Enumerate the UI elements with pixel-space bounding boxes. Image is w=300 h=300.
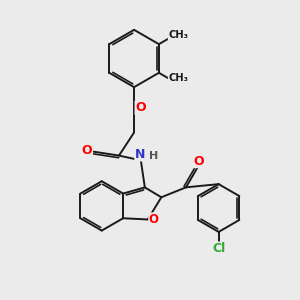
Text: Cl: Cl [212, 242, 225, 255]
Text: H: H [149, 152, 158, 161]
Text: O: O [149, 213, 159, 226]
Text: O: O [135, 101, 146, 114]
Text: O: O [194, 154, 204, 168]
Text: N: N [135, 148, 145, 161]
Text: O: O [82, 144, 92, 157]
Text: CH₃: CH₃ [168, 74, 188, 83]
Text: CH₃: CH₃ [168, 30, 188, 40]
